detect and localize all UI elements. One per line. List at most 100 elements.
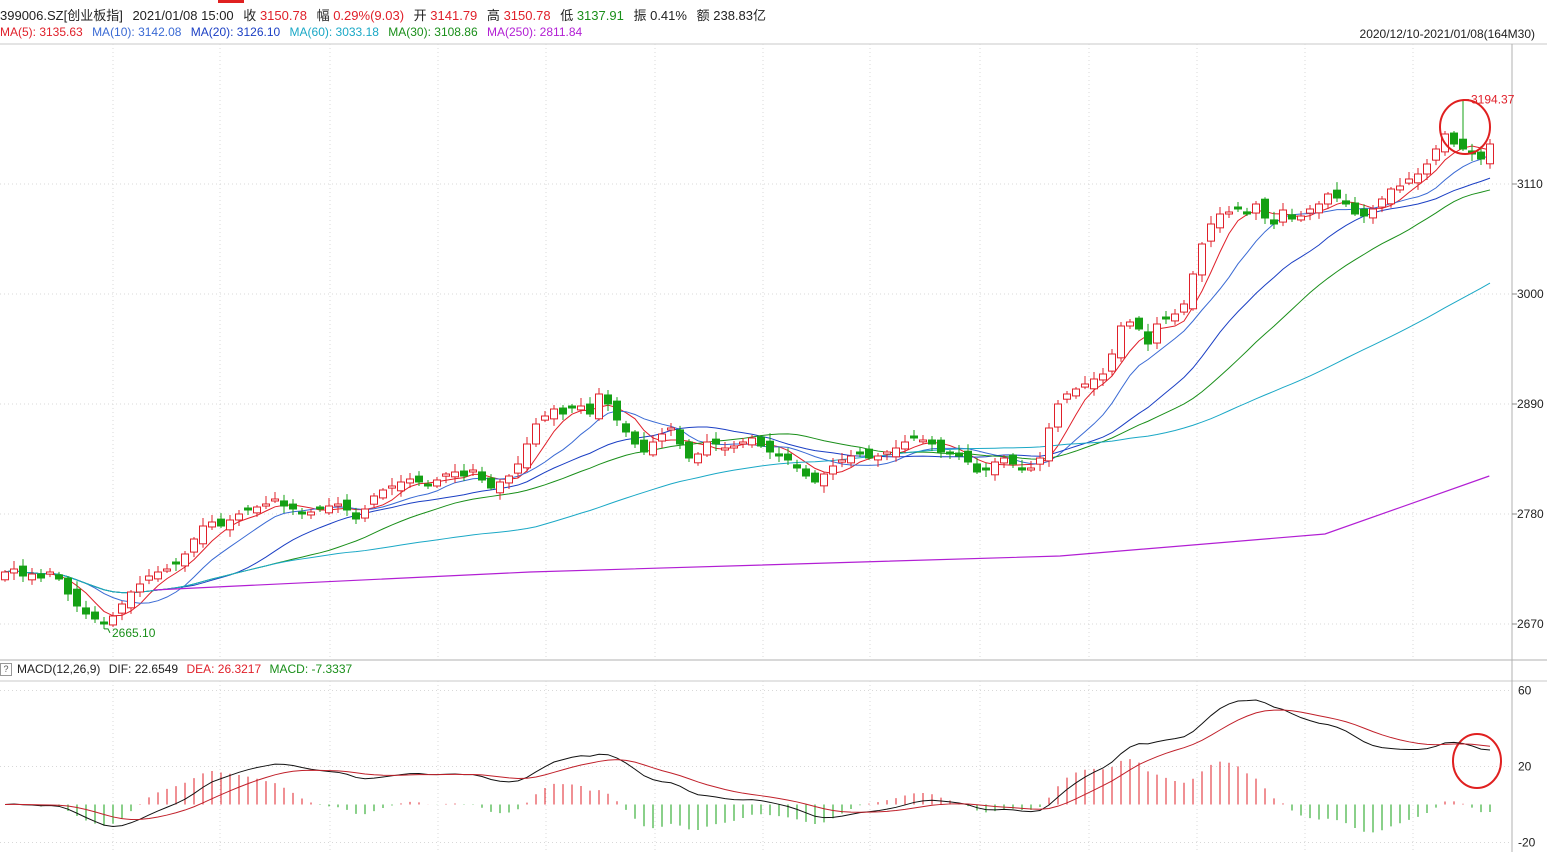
- candle-body: [1009, 454, 1017, 465]
- candle-body: [280, 500, 288, 507]
- candle-body: [109, 615, 117, 626]
- candle-body: [550, 408, 558, 420]
- candle-body: [1261, 198, 1269, 219]
- candle-body: [127, 591, 135, 609]
- candle-body: [262, 503, 270, 507]
- candle-body: [910, 435, 918, 439]
- candle-body: [820, 473, 828, 487]
- candle-body: [154, 571, 162, 580]
- y-tick-label: 2890: [1517, 397, 1544, 411]
- candle-body: [514, 463, 522, 474]
- candle-body: [901, 441, 909, 450]
- candle-body: [1171, 313, 1179, 322]
- candle-body: [460, 470, 468, 477]
- macd-tick-label: -20: [1518, 836, 1536, 850]
- candle-body: [1486, 143, 1494, 165]
- candle-body: [181, 553, 189, 567]
- candle-body: [1351, 202, 1359, 215]
- candle-body: [100, 621, 108, 625]
- candle-body: [406, 478, 414, 484]
- candle-body: [1090, 378, 1098, 390]
- candle-body: [244, 507, 252, 511]
- candle-body: [1432, 148, 1440, 161]
- candle-body: [235, 513, 243, 521]
- candle-body: [1036, 457, 1044, 465]
- candle-body: [145, 575, 153, 581]
- change-quote: 幅 0.29%(9.03): [316, 8, 405, 23]
- candle-body: [208, 521, 216, 528]
- candle-body: [1144, 331, 1152, 345]
- candle-body: [451, 471, 459, 478]
- low-quote: 低 3137.91: [560, 8, 624, 23]
- candle-body: [415, 475, 423, 483]
- candle-body: [541, 415, 549, 421]
- annotation-leader: [104, 628, 111, 634]
- candle-body: [1315, 203, 1323, 214]
- candle-body: [1360, 208, 1368, 217]
- quote-info-bar: 399006.SZ[创业板指] 2021/01/08 15:00 收 3150.…: [0, 5, 772, 23]
- candle-body: [676, 429, 684, 445]
- candle-body: [1099, 373, 1107, 381]
- candle-body: [1333, 189, 1341, 199]
- candle-body: [352, 512, 360, 520]
- candle-body: [622, 423, 630, 433]
- candle-body: [1, 571, 9, 581]
- candle-body: [334, 503, 342, 507]
- candle-body: [793, 464, 801, 469]
- candle-body: [361, 508, 369, 519]
- candle-body: [433, 479, 441, 487]
- candle-body: [298, 511, 306, 515]
- candle-body: [937, 439, 945, 453]
- candle-body: [1216, 213, 1224, 229]
- quote-datetime: 2021/01/08 15:00: [132, 8, 234, 23]
- candle-body: [172, 561, 180, 565]
- candle-body: [1279, 209, 1287, 223]
- candle-body: [703, 441, 711, 456]
- candle-body: [1243, 211, 1251, 215]
- candle-body: [775, 453, 783, 457]
- candle-body: [667, 427, 675, 431]
- macd-header: ? MACD(12,26,9) DIF: 22.6549 DEA: 26.3217…: [0, 662, 357, 677]
- candle-body: [613, 400, 621, 421]
- candle-body: [559, 407, 567, 415]
- dea-value: DEA: 26.3217: [186, 662, 262, 676]
- candle-body: [1252, 203, 1260, 214]
- candle-body: [478, 471, 486, 481]
- candle-body: [802, 468, 810, 477]
- ma60-line: [4, 282, 1491, 594]
- ma10-line: [4, 154, 1491, 604]
- candle-body: [784, 453, 792, 461]
- candle-body: [10, 568, 18, 574]
- annotation-label: 3194.37: [1471, 93, 1515, 107]
- candle-body: [757, 436, 765, 447]
- candle-body: [604, 394, 612, 405]
- candle-body: [19, 565, 27, 577]
- candle-body: [568, 405, 576, 409]
- candle-body: [343, 499, 351, 511]
- candle-body: [766, 440, 774, 453]
- candle-body: [1153, 323, 1161, 344]
- candle-body: [118, 603, 126, 614]
- candle-body: [838, 459, 846, 463]
- candle-body: [1072, 388, 1080, 397]
- ma30-line: [4, 189, 1491, 594]
- candle-body: [874, 455, 882, 461]
- amplitude-quote: 振 0.41%: [633, 8, 687, 23]
- candle-body: [883, 451, 891, 455]
- y-tick-label: 2670: [1517, 617, 1544, 631]
- indicator-menu-icon[interactable]: ?: [0, 663, 12, 677]
- candle-body: [847, 455, 855, 464]
- ma250-legend: MA(250): 2811.84: [487, 25, 583, 39]
- candle-body: [1000, 457, 1008, 464]
- close-quote: 收 3150.78: [243, 8, 307, 23]
- candle-body: [1207, 223, 1215, 242]
- candle-body: [46, 571, 54, 575]
- candle-body: [442, 473, 450, 477]
- candle-body: [1234, 206, 1242, 210]
- date-range-label: 2020/12/10-2021/01/08(164M30): [1359, 27, 1535, 41]
- candle-body: [1198, 243, 1206, 276]
- candle-body: [1126, 321, 1134, 327]
- candle-body: [316, 506, 324, 510]
- ma250-line: [153, 475, 1490, 591]
